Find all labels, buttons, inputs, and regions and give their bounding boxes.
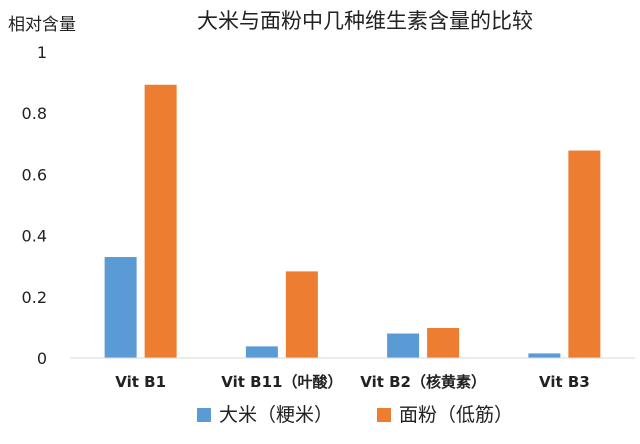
- y-axis-ticks: 0 0.2 0.4 0.6 0.8 1: [22, 43, 47, 368]
- bars: [104, 84, 601, 358]
- bar-flour-0: [144, 84, 177, 358]
- legend-swatch: [377, 408, 391, 422]
- legend-label: 大米（粳米）: [219, 404, 333, 426]
- bar-rice-1: [245, 346, 278, 358]
- legend-swatch: [197, 408, 211, 422]
- x-tick-label: Vit B11（叶酸）: [221, 373, 342, 391]
- chart-title: 大米与面粉中几种维生素含量的比较: [197, 9, 533, 33]
- x-tick-label: Vit B1: [115, 373, 166, 391]
- x-axis-tick-labels: Vit B1 Vit B11（叶酸） Vit B2（核黄素） Vit B3: [115, 373, 590, 391]
- y-tick-label: 0.6: [22, 165, 47, 184]
- bar-flour-1: [285, 271, 318, 358]
- y-tick-label: 1: [37, 43, 47, 62]
- y-tick-label: 0.2: [22, 288, 47, 307]
- legend-label: 面粉（低筋）: [399, 404, 513, 426]
- y-axis-label: 相对含量: [8, 15, 76, 35]
- x-tick-label: Vit B3: [539, 373, 590, 391]
- bar-rice-3: [528, 353, 561, 358]
- bar-flour-3: [568, 150, 601, 358]
- y-tick-label: 0.4: [22, 227, 47, 246]
- bar-rice-2: [387, 333, 420, 358]
- bar-rice-0: [104, 257, 137, 358]
- y-tick-label: 0: [37, 349, 47, 368]
- legend: 大米（粳米） 面粉（低筋）: [197, 404, 513, 426]
- bar-flour-2: [427, 328, 460, 358]
- y-tick-label: 0.8: [22, 104, 47, 123]
- x-tick-label: Vit B2（核黄素）: [360, 373, 486, 391]
